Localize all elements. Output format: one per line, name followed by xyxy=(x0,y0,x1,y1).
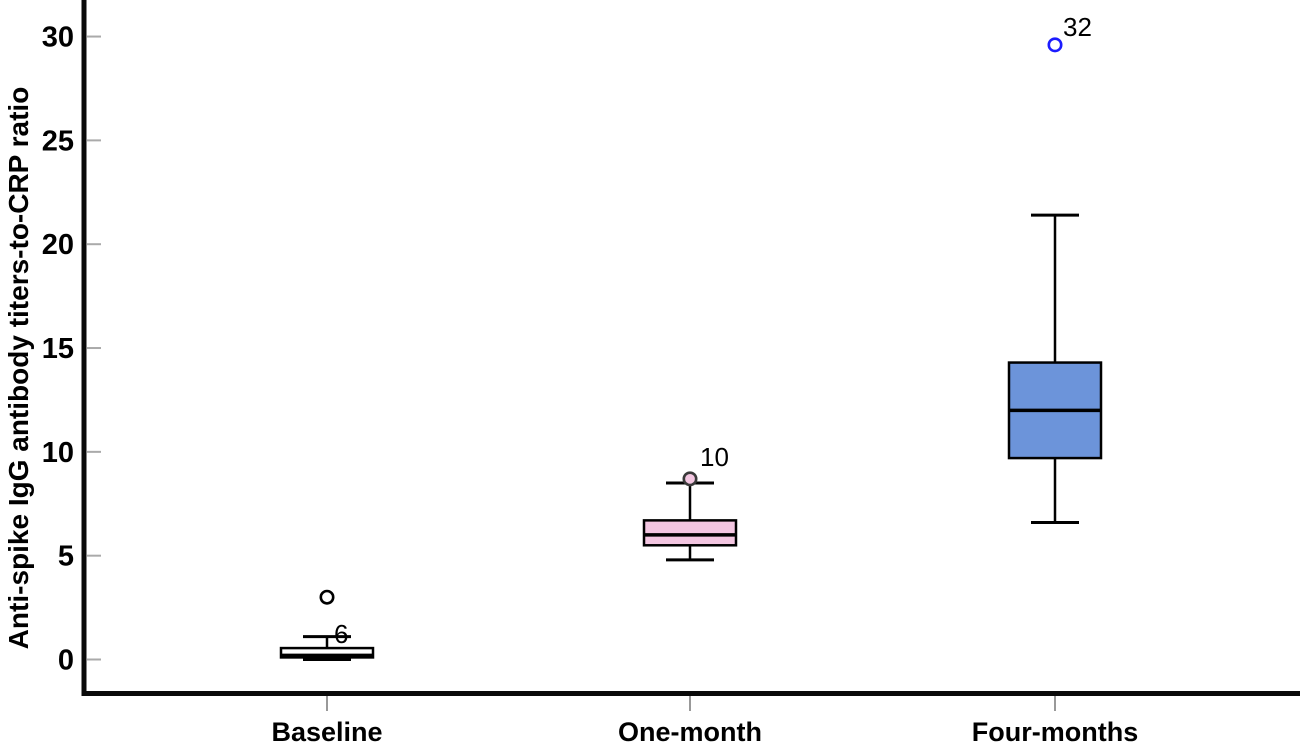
category-label: One-month xyxy=(618,717,762,747)
outlier-label: 10 xyxy=(700,442,729,472)
y-tick-label: 15 xyxy=(42,333,74,365)
y-tick-label: 20 xyxy=(42,229,74,261)
y-tick-label: 10 xyxy=(42,437,74,469)
outlier-label: 32 xyxy=(1063,12,1092,42)
box xyxy=(279,646,375,659)
y-tick-label: 25 xyxy=(42,125,74,157)
y-tick-label: 30 xyxy=(42,22,74,54)
category-label: Four-months xyxy=(972,717,1138,747)
outlier-label: 6 xyxy=(334,619,348,649)
outlier-point xyxy=(319,589,335,605)
box xyxy=(642,519,738,547)
outlier-point xyxy=(682,471,698,487)
y-tick-label: 5 xyxy=(58,541,74,573)
outlier-point xyxy=(1047,37,1063,53)
y-tick-label: 0 xyxy=(58,645,74,677)
category-label: Baseline xyxy=(271,717,382,747)
